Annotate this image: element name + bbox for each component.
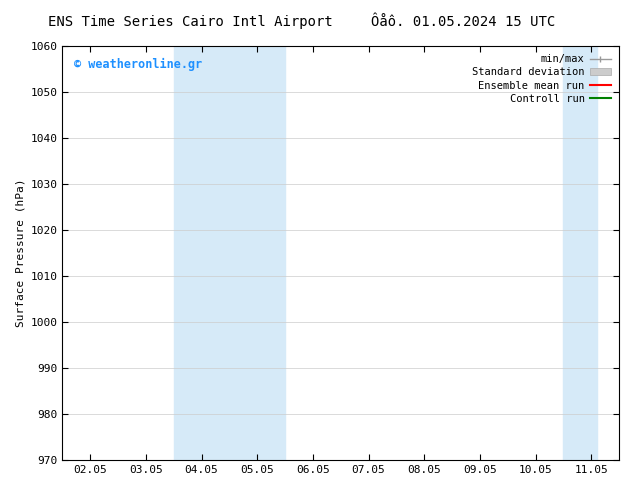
Y-axis label: Surface Pressure (hPa): Surface Pressure (hPa) <box>15 179 25 327</box>
Text: Ôåô. 01.05.2024 15 UTC: Ôåô. 01.05.2024 15 UTC <box>371 15 555 29</box>
Bar <box>174 46 285 460</box>
Text: © weatheronline.gr: © weatheronline.gr <box>74 58 202 72</box>
Bar <box>564 46 597 460</box>
Text: ENS Time Series Cairo Intl Airport: ENS Time Series Cairo Intl Airport <box>48 15 333 29</box>
Legend: min/max, Standard deviation, Ensemble mean run, Controll run: min/max, Standard deviation, Ensemble me… <box>469 51 614 107</box>
